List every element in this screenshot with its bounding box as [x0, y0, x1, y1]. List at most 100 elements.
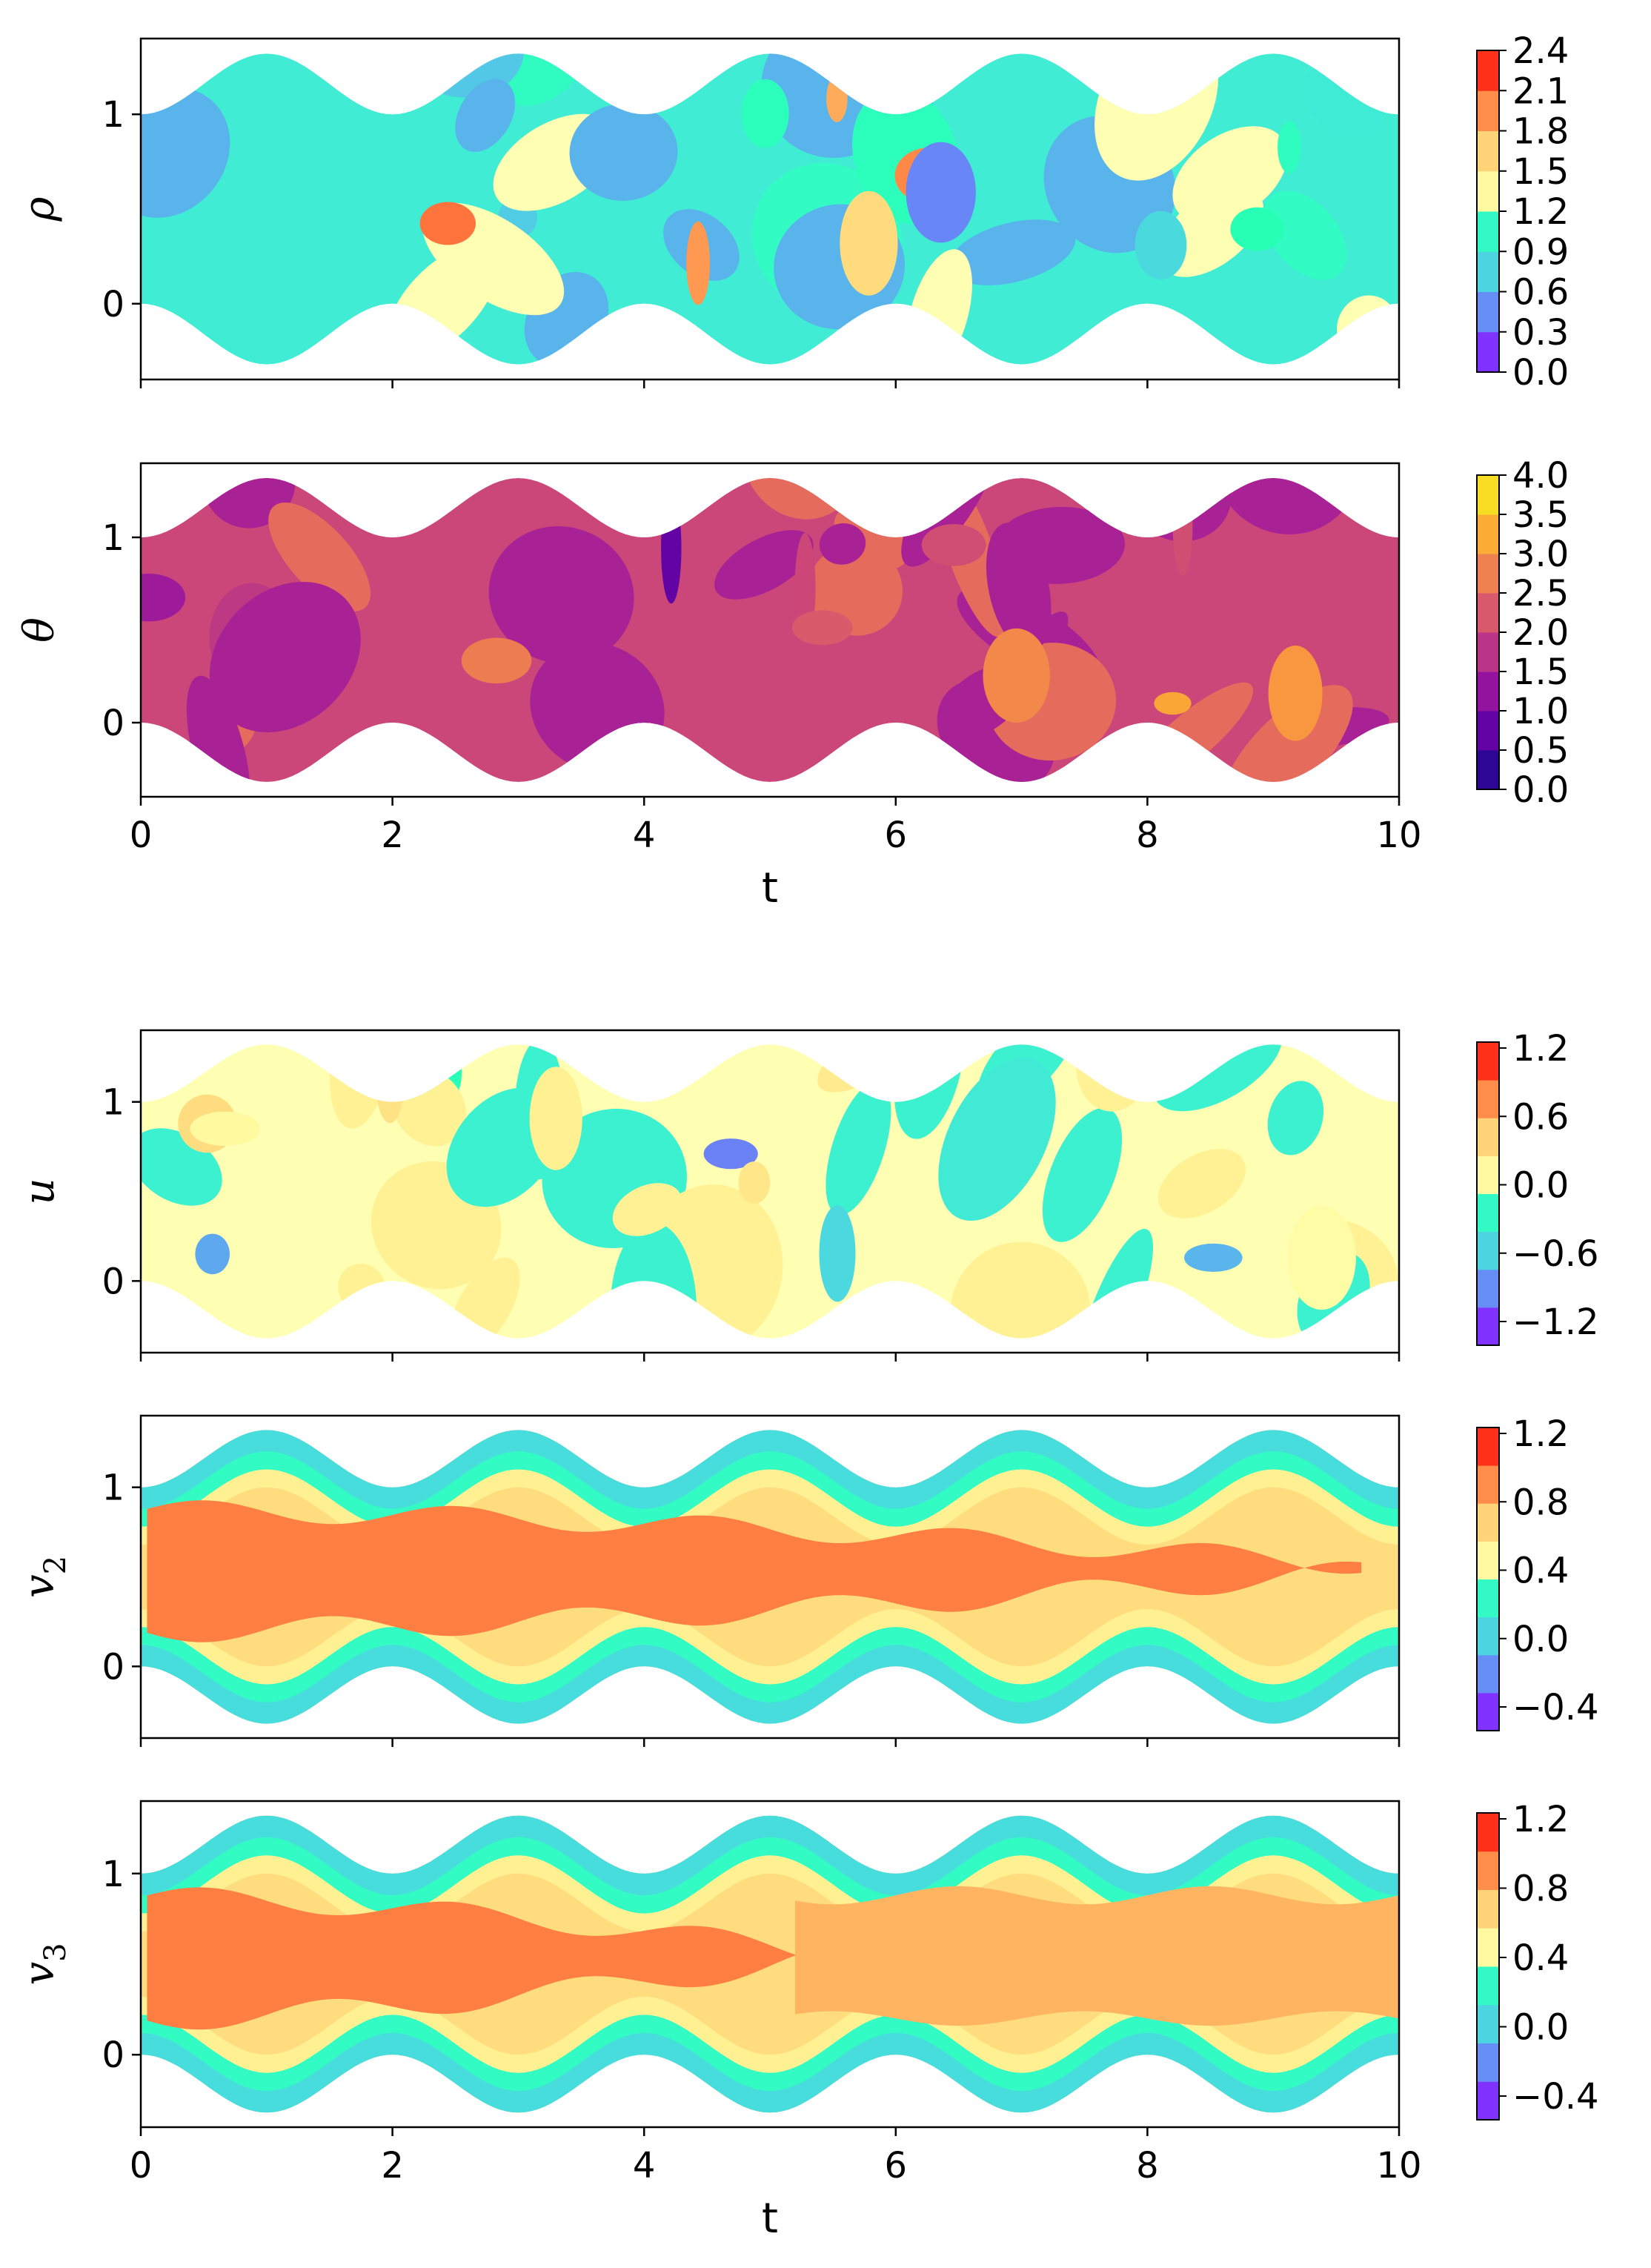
colorbar-level [1477, 50, 1499, 91]
colorbar-level [1477, 475, 1499, 515]
panel-4: 0 1 v2 1.2 0.8 0.4 0.0 −0.4 [16, 1413, 1599, 1747]
colorbar-tick-label: 0.3 [1512, 312, 1569, 354]
contour-spot [376, 1047, 404, 1124]
contour-region [714, 530, 814, 600]
colorbar-level [1477, 1080, 1499, 1118]
colorbar-tick-label: 0.6 [1512, 1096, 1569, 1138]
colorbar-tick-label: 0.0 [1512, 769, 1569, 811]
y-tick-label: 1 [102, 1468, 124, 1509]
axes-frame [139, 1029, 1401, 1354]
colorbar-tick-label: 1.2 [1512, 191, 1569, 233]
x-axis-title: t [762, 2195, 778, 2243]
y-tick-label: 1 [102, 1854, 124, 1895]
y-tick-label: 1 [102, 517, 124, 559]
contour-spot [921, 524, 986, 566]
colorbar-level [1477, 1231, 1499, 1270]
colorbar-tick-label: 0.8 [1512, 1869, 1569, 1910]
contour-region [1042, 1107, 1123, 1242]
colorbar-tick-label: 0.0 [1512, 352, 1569, 394]
contour-spot [819, 1205, 856, 1302]
panel-1: 0 1 ρ 0.00.30.60.91.21.51.82.12.4 [16, 30, 1569, 394]
colorbar-level [1477, 2081, 1499, 2121]
contour-spot [741, 79, 789, 148]
colorbar-level [1477, 1541, 1499, 1579]
contour-region [938, 1057, 1056, 1221]
contour-region [569, 103, 678, 201]
y-tick-label: 0 [102, 284, 124, 325]
colorbar: 1.2 0.8 0.4 0.0 −0.4 [1476, 1799, 1599, 2121]
y-tick-label: 1 [102, 94, 124, 136]
colorbar-tick-label: 2.5 [1512, 573, 1569, 614]
contour-spot [461, 637, 532, 684]
y-axis-title: u [16, 1178, 64, 1204]
contour-spot [1135, 210, 1187, 279]
colorbar-level [1477, 2043, 1499, 2082]
colorbar-tick-label: 0.4 [1512, 1551, 1569, 1592]
contour-field [141, 1430, 1399, 1724]
y-tick-label: 1 [102, 1082, 124, 1124]
colorbar-tick-label: 2.0 [1512, 612, 1569, 654]
colorbar-tick-label: 1.0 [1512, 691, 1569, 732]
contour-spot [190, 1111, 261, 1147]
contour-region [1220, 685, 1353, 782]
colorbar-tick-label: 0.0 [1512, 1619, 1569, 1660]
contour-region [1267, 1081, 1324, 1155]
colorbar-level [1477, 1307, 1499, 1346]
colorbar-level [1477, 593, 1499, 633]
x-tick-label: 6 [885, 815, 908, 856]
colorbar-level [1477, 1966, 1499, 2006]
contour-spot [826, 75, 848, 122]
colorbar: 0.00.51.01.52.02.53.03.54.0 [1476, 455, 1569, 811]
y-tick-label: 0 [102, 703, 124, 744]
colorbar-level [1477, 291, 1499, 333]
x-tick-label: 4 [633, 2145, 656, 2186]
colorbar-frame [1476, 1812, 1500, 2121]
contour-spot [738, 1161, 771, 1204]
colorbar-level [1477, 1465, 1499, 1504]
panel-3: 0 1 u 1.2 0.6 0.0 −0.6 −1.2 [16, 1028, 1599, 1362]
contour-plateau [795, 1886, 1399, 2026]
colorbar-level [1477, 1851, 1499, 1890]
x-tick-label: 10 [1376, 2145, 1421, 2186]
contour-spot [1172, 478, 1193, 576]
contour-region [455, 79, 516, 152]
colorbar-level [1477, 1889, 1499, 1929]
colorbar-level [1477, 1503, 1499, 1542]
contour-region [209, 581, 361, 733]
colorbar-level [1477, 632, 1499, 672]
colorbar-tick-label: 0.0 [1512, 2007, 1569, 2049]
contour-field [141, 1815, 1399, 2113]
colorbar-tick-label: 1.5 [1512, 151, 1569, 193]
contour-region [1213, 478, 1359, 534]
colorbar-level [1477, 331, 1499, 373]
colorbar-level [1477, 1193, 1499, 1233]
colorbar-level [1477, 711, 1499, 751]
colorbar-level [1477, 1928, 1499, 1967]
axes-frame [139, 1800, 1401, 2129]
colorbar-level [1477, 1155, 1499, 1194]
axes-frame [139, 37, 1401, 381]
y-axis-title: ρ [16, 196, 64, 222]
x-tick-label: 2 [381, 2145, 404, 2186]
colorbar-frame [1476, 1427, 1500, 1731]
contour-region [817, 1044, 943, 1092]
colorbar-tick-label: −1.2 [1512, 1302, 1599, 1343]
colorbar-level [1477, 1269, 1499, 1308]
contour-spot [1268, 646, 1323, 741]
contour-spot [141, 574, 186, 622]
colorbar-level [1477, 1042, 1499, 1081]
colorbar-level [1477, 1654, 1499, 1694]
y-axis-title: θ [16, 617, 64, 643]
x-tick-label: 2 [381, 815, 404, 856]
contour-spot [1154, 692, 1192, 715]
colorbar-level [1477, 1579, 1499, 1618]
axes-frame [139, 1414, 1401, 1740]
contour-core [147, 1887, 820, 2030]
contour-region [1325, 53, 1369, 67]
y-axis-title: v3 [16, 1943, 73, 1985]
contour-field [141, 1044, 1399, 1339]
colorbar-level [1477, 672, 1499, 712]
contour-spot [419, 202, 476, 245]
